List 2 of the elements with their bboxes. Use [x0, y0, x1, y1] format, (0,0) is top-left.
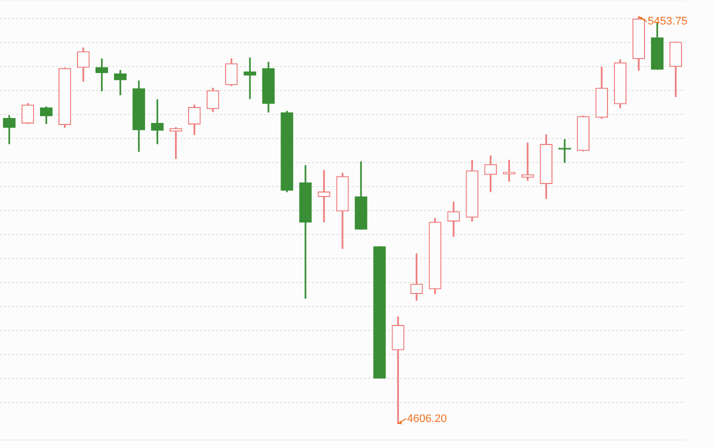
annotation: 5453.75 — [648, 16, 688, 28]
annotation: 4606.20 — [407, 412, 447, 425]
